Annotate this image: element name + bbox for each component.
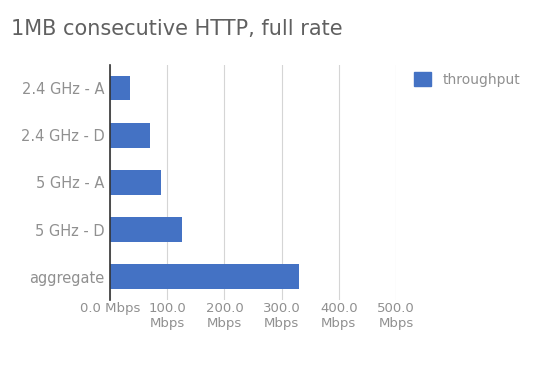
Bar [110,76,130,101]
Bar [110,217,182,242]
Bar [110,170,162,195]
Text: 1MB consecutive HTTP, full rate: 1MB consecutive HTTP, full rate [11,19,343,39]
Legend: throughput: throughput [414,72,520,87]
Bar [110,123,150,147]
Bar [110,264,299,289]
